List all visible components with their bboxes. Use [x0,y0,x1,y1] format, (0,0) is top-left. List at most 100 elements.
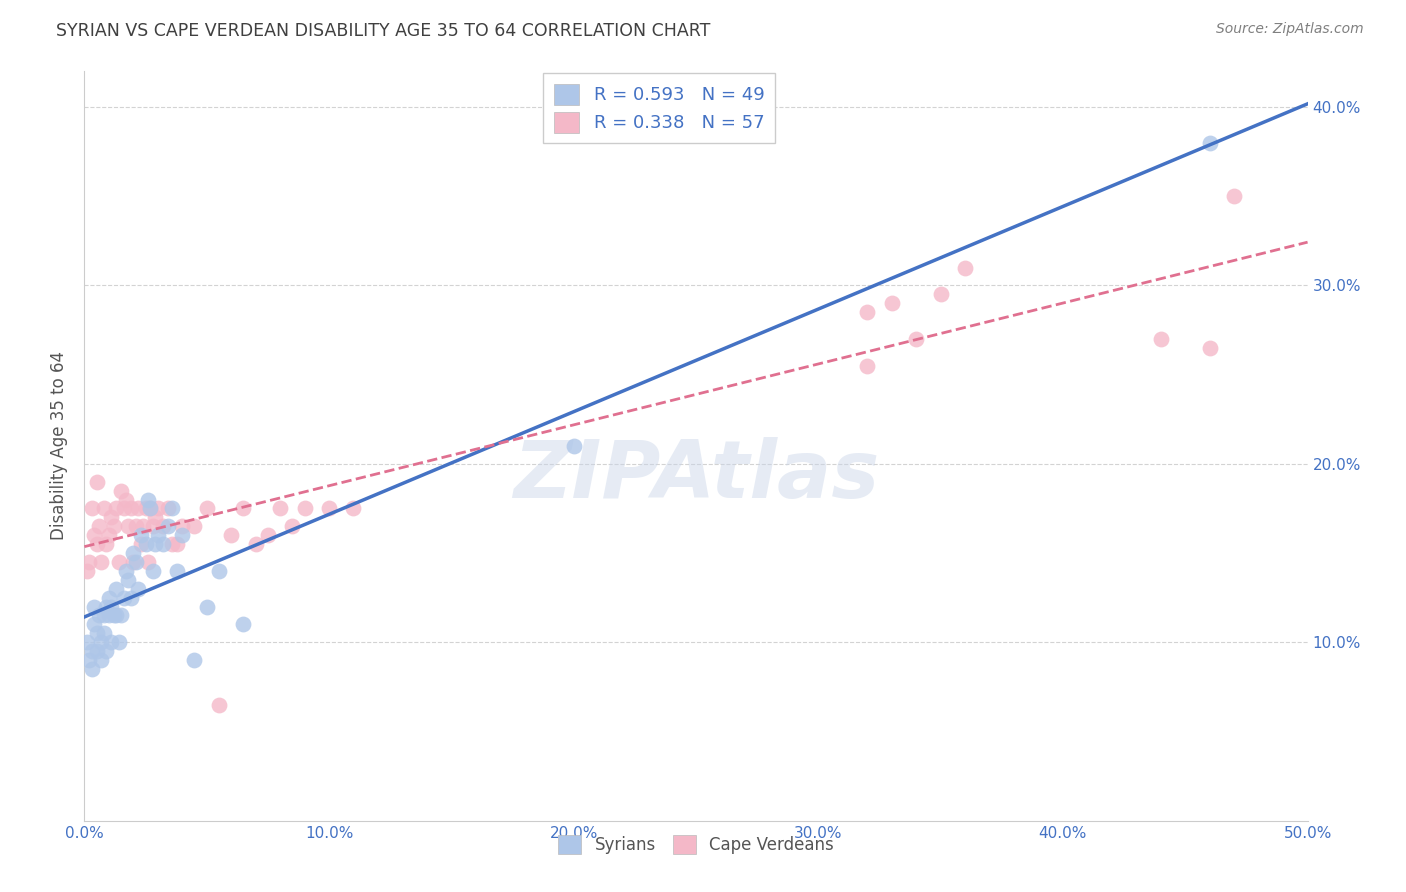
Point [87,519,110,533]
Point [103,519,125,533]
Point [93,626,115,640]
Point [100,510,122,524]
Point [953,260,976,275]
Point [110,483,132,498]
Point [127,582,149,596]
Text: ZIPAtlas: ZIPAtlas [513,437,879,515]
Point [195,501,218,516]
Point [142,519,165,533]
Point [100,599,122,614]
Point [76,564,98,578]
Point [152,519,174,533]
Point [136,555,159,569]
Point [105,582,128,596]
Point [112,501,135,516]
Point [132,519,155,533]
Legend: Syrians, Cape Verdeans: Syrians, Cape Verdeans [551,829,841,861]
Point [110,608,132,623]
Point [80,644,103,658]
Point [90,635,112,649]
Point [269,501,291,516]
Point [208,698,231,712]
Point [142,564,165,578]
Point [76,635,98,649]
Y-axis label: Disability Age 35 to 64: Disability Age 35 to 64 [51,351,69,541]
Point [100,635,122,649]
Point [87,608,110,623]
Point [232,501,254,516]
Point [162,537,184,551]
Point [1223,189,1246,203]
Point [195,599,218,614]
Point [122,546,145,560]
Point [245,537,267,551]
Point [905,332,928,346]
Point [93,501,115,516]
Point [281,519,304,533]
Point [125,555,148,569]
Point [120,501,142,516]
Point [80,662,103,676]
Point [90,653,112,667]
Point [105,501,128,516]
Point [90,555,112,569]
Point [115,492,138,507]
Point [162,501,184,516]
Point [929,287,952,301]
Point [135,537,157,551]
Point [139,501,162,516]
Point [107,555,129,569]
Point [86,475,108,489]
Point [86,626,108,640]
Point [80,501,103,516]
Point [96,644,118,658]
Point [1198,136,1220,150]
Point [77,555,100,569]
Point [143,510,166,524]
Point [294,501,316,516]
Point [77,653,100,667]
Text: Source: ZipAtlas.com: Source: ZipAtlas.com [1216,22,1364,37]
Point [125,519,148,533]
Point [156,501,179,516]
Point [136,492,159,507]
Point [97,591,120,605]
Point [146,528,169,542]
Point [83,528,105,542]
Point [97,528,120,542]
Point [166,564,188,578]
Point [562,439,585,453]
Point [115,564,138,578]
Point [83,617,105,632]
Point [117,519,139,533]
Point [257,528,280,542]
Point [86,537,108,551]
Point [107,635,129,649]
Point [127,501,149,516]
Text: SYRIAN VS CAPE VERDEAN DISABILITY AGE 35 TO 64 CORRELATION CHART: SYRIAN VS CAPE VERDEAN DISABILITY AGE 35… [56,22,710,40]
Point [1198,341,1220,355]
Point [96,537,118,551]
Point [856,305,879,319]
Point [183,519,205,533]
Point [120,591,142,605]
Point [135,501,157,516]
Point [143,537,166,551]
Point [146,501,169,516]
Point [880,296,903,310]
Point [117,573,139,587]
Point [232,617,254,632]
Point [129,528,152,542]
Point [1150,332,1173,346]
Point [97,608,120,623]
Point [86,644,108,658]
Point [122,555,145,569]
Point [152,537,174,551]
Point [103,608,125,623]
Point [139,501,162,516]
Point [166,537,188,551]
Point [93,608,115,623]
Point [156,519,179,533]
Point [219,528,242,542]
Point [172,519,194,533]
